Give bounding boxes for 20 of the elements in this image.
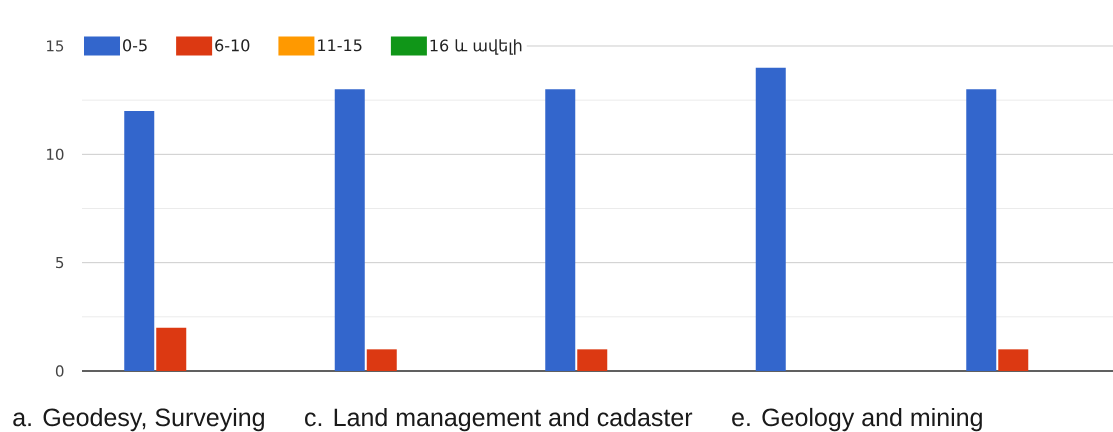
bar (124, 111, 155, 371)
text: e. Geology and mining (732, 407, 982, 432)
y-tick-label: 5 (56, 257, 64, 269)
text: c. Land management and cadaster (305, 407, 693, 432)
bar (577, 349, 608, 371)
bar (334, 89, 365, 371)
bar (545, 89, 576, 371)
y-tick-label: 15 (47, 40, 64, 52)
bar (755, 67, 786, 371)
bar (966, 89, 997, 371)
legend-label: 6-10 (215, 39, 250, 52)
bar (998, 349, 1029, 371)
bar (366, 349, 397, 371)
y-tick-label: 0 (55, 365, 64, 377)
legend-label: 11-15 (318, 39, 362, 52)
legend-label: 16 և ավելի (430, 39, 522, 55)
text: a. Geodesy, Surveying (13, 407, 264, 432)
legend-label: 0-5 (123, 39, 147, 52)
y-tick-label: 10 (47, 148, 64, 161)
bar (156, 327, 187, 371)
